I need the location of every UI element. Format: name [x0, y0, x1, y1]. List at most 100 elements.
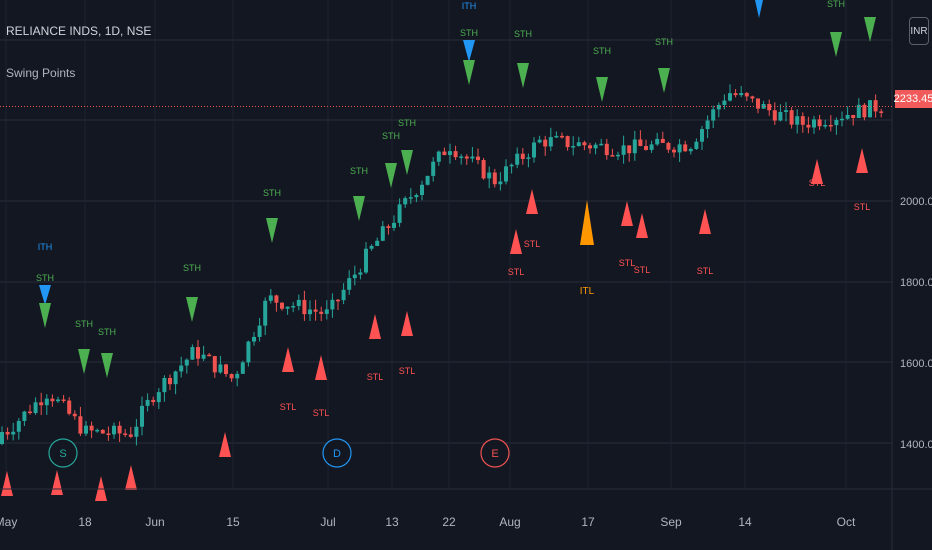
- swing-low-marker: [636, 213, 648, 238]
- candle-body: [800, 116, 805, 125]
- candle-body: [543, 139, 548, 147]
- candle-body: [280, 302, 284, 309]
- candle-body: [856, 104, 861, 118]
- candle-body: [453, 151, 458, 158]
- candle-body: [828, 124, 833, 127]
- swing-high-marker: [864, 17, 876, 42]
- y-tick-label: 2000.00: [900, 196, 932, 208]
- candle-body: [425, 175, 430, 185]
- currency-badge[interactable]: INR: [909, 17, 929, 45]
- intermediate-high-marker: [755, 0, 763, 18]
- candle-body: [817, 119, 822, 127]
- swing-high-label: STH: [75, 319, 93, 329]
- candle-body: [33, 402, 38, 413]
- candle-body: [716, 104, 721, 110]
- candle-body: [0, 432, 4, 444]
- candle-body: [408, 197, 413, 199]
- candle-body: [744, 93, 749, 97]
- candle-body: [246, 341, 251, 363]
- swing-low-marker: [369, 314, 381, 339]
- event-circle: [480, 438, 510, 468]
- candle-body: [39, 402, 44, 406]
- swing-high-label: STH: [36, 273, 54, 283]
- candle-body: [599, 143, 604, 146]
- candle-body: [28, 411, 32, 414]
- candle-body: [50, 398, 55, 402]
- symbol-title[interactable]: RELIANCE INDS, 1D, NSE: [6, 24, 152, 38]
- candle-body: [610, 155, 615, 157]
- candle-body: [767, 104, 772, 111]
- candle-body: [638, 139, 643, 147]
- candle-body: [784, 110, 788, 112]
- candle-body: [498, 181, 503, 185]
- intermediate-high-marker: [463, 40, 475, 62]
- candle-body: [487, 172, 492, 179]
- swing-high-marker: [830, 32, 842, 57]
- candle-body: [873, 100, 878, 112]
- candle-body: [151, 399, 156, 403]
- x-tick-label: 14: [738, 515, 752, 529]
- swing-high-marker: [266, 218, 278, 243]
- candle-body: [677, 144, 682, 153]
- swing-low-marker: [510, 229, 522, 254]
- x-tick-label: Jun: [145, 515, 164, 529]
- candle-body: [520, 153, 525, 159]
- candle-body: [604, 143, 609, 156]
- candle-body: [840, 118, 844, 121]
- candle-body: [509, 164, 514, 167]
- candle-body: [464, 156, 469, 159]
- event-label: E: [491, 448, 498, 460]
- candle-body: [78, 416, 83, 434]
- swing-low-label: STL: [508, 267, 525, 277]
- indicator-name[interactable]: Swing Points: [6, 66, 76, 80]
- candle-body: [117, 425, 122, 434]
- candle-body: [330, 299, 335, 310]
- swing-high-label: STH: [350, 166, 368, 176]
- candle-body: [252, 336, 256, 342]
- candle-body: [705, 120, 710, 130]
- swing-low-marker: [315, 355, 327, 380]
- x-tick-label: 18: [78, 515, 92, 529]
- swing-high-marker: [78, 349, 90, 374]
- x-tick-label: May: [0, 515, 17, 529]
- swing-high-label: STH: [827, 0, 845, 9]
- intermediate-low-marker: [580, 200, 594, 245]
- candle-body: [11, 431, 16, 435]
- candle-body: [621, 145, 626, 155]
- swing-high-marker: [353, 196, 365, 221]
- swing-high-marker: [596, 77, 608, 102]
- candle-body: [95, 429, 100, 432]
- swing-high-marker: [39, 303, 51, 328]
- candle-body: [537, 139, 542, 143]
- swing-low-marker: [699, 209, 711, 234]
- swing-low-label: STL: [367, 372, 384, 382]
- swing-high-label: STH: [514, 29, 532, 39]
- swing-high-label: STH: [398, 118, 416, 128]
- swing-low-marker: [51, 470, 63, 495]
- candle-body: [554, 135, 559, 138]
- candle-body: [44, 398, 49, 406]
- candle-body: [140, 405, 144, 427]
- candle-body: [414, 195, 419, 198]
- swing-low-marker: [1, 471, 13, 496]
- candle-body: [616, 154, 620, 157]
- candle-body: [688, 148, 693, 152]
- candle-body: [134, 426, 139, 437]
- candle-body: [560, 135, 564, 138]
- candle-body: [274, 295, 279, 303]
- candle-body: [593, 144, 598, 149]
- candle-body: [492, 172, 497, 185]
- swing-low-marker: [526, 189, 538, 214]
- candle-body: [324, 309, 329, 314]
- candle-body: [145, 399, 150, 406]
- candle-body: [268, 295, 273, 301]
- candle-body: [67, 400, 72, 414]
- candle-body: [750, 96, 755, 99]
- candle-body: [739, 93, 744, 96]
- candle-body: [224, 364, 228, 375]
- x-tick-label: Sep: [660, 515, 682, 529]
- candle-body: [845, 114, 850, 119]
- swing-low-marker: [282, 347, 294, 372]
